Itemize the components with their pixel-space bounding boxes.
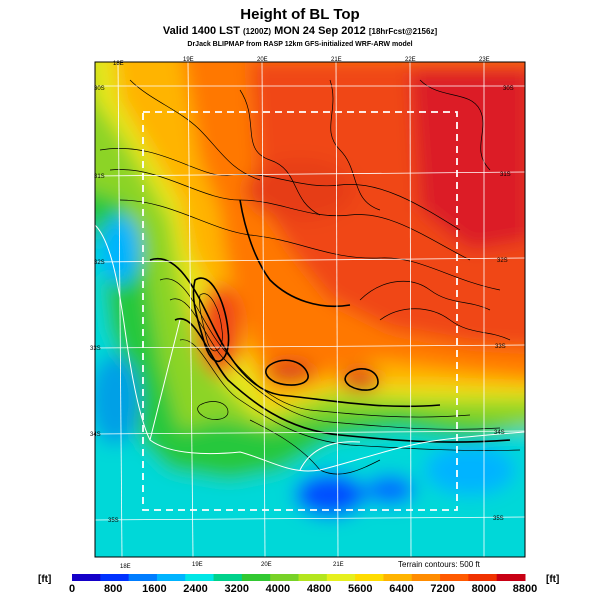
coastline-borders: [95, 224, 525, 472]
lat-labels-left: 30S 31S 32S 33S 34S 35S: [90, 86, 119, 524]
colorbar-label: 6400: [389, 583, 413, 595]
lat-label: 31S: [94, 174, 105, 180]
map-subtitle: Valid 1400 LST (1200Z) MON 24 Sep 2012 […: [0, 25, 600, 37]
model-credit: DrJack BLIPMAP from RASP 12km GFS-initia…: [187, 41, 413, 48]
colorbar-swatch: [326, 574, 356, 581]
lat-label: 30S: [94, 86, 105, 92]
lat-label: 32S: [497, 258, 508, 264]
colorbar: 0 800 1600 2400 3200 4000 4800 5600 6400 7200 8000…: [69, 574, 537, 595]
colorbar-swatch: [72, 574, 101, 581]
map-title: Height of BL Top: [240, 6, 360, 23]
colorbar-label: 8000: [472, 583, 496, 595]
terrain-contour-note: Terrain contours: 500 ft: [398, 560, 480, 569]
utc-time: (1200Z): [242, 27, 271, 36]
lon-label: 21E: [331, 57, 342, 63]
lon-label: 21E: [333, 562, 344, 568]
colorbar-swatch: [270, 574, 299, 581]
colorbar-label: 800: [104, 583, 122, 595]
valid-date: MON 24 Sep 2012: [274, 25, 366, 37]
lon-labels-bottom: 18E 19E 20E 21E: [120, 562, 344, 570]
lat-lon-grid: [95, 62, 525, 557]
colorbar-swatch: [213, 574, 243, 581]
lon-label: 20E: [261, 562, 272, 568]
valid-time: Valid 1400 LST: [162, 25, 240, 37]
colorbar-label: 0: [69, 583, 75, 595]
colorbar-swatch: [100, 574, 130, 581]
unit-right: [ft]: [546, 574, 560, 585]
lat-label: 35S: [493, 516, 504, 522]
bl-top-field: [95, 62, 525, 557]
lat-label: 33S: [495, 344, 506, 350]
colorbar-swatch: [496, 574, 526, 581]
colorbar-swatch: [128, 574, 158, 581]
forecast-info: [18hrFcst@2156z]: [368, 27, 438, 36]
lon-label: 23E: [479, 57, 490, 63]
lat-label: 34S: [494, 430, 505, 436]
colorbar-swatch: [468, 574, 498, 581]
colorbar-swatch: [440, 574, 469, 581]
lat-label: 32S: [94, 260, 105, 266]
unit-left: [ft]: [38, 574, 52, 585]
colorbar-swatch: [185, 574, 215, 581]
map-frame: [94, 61, 526, 558]
lon-label: 19E: [183, 57, 194, 63]
lon-label: 19E: [192, 562, 203, 568]
colorbar-label: 4000: [266, 583, 290, 595]
colorbar-swatch: [411, 574, 441, 581]
colorbar-label: 8800: [513, 583, 537, 595]
lat-label: 30S: [503, 86, 514, 92]
colorbar-swatch: [383, 574, 413, 581]
colorbar-swatch: [241, 574, 271, 581]
colorbar-label: 3200: [224, 583, 248, 595]
colorbar-label: 1600: [142, 583, 166, 595]
lat-labels-right: 30S 31S 32S 33S 34S 35S: [493, 86, 514, 522]
lon-label: 18E: [113, 61, 124, 67]
colorbar-label: 2400: [183, 583, 207, 595]
colorbar-swatch: [355, 574, 384, 581]
colorbar-label: 7200: [430, 583, 454, 595]
colorbar-swatch: [298, 574, 328, 581]
lon-label: 22E: [405, 57, 416, 63]
lat-label: 35S: [108, 518, 119, 524]
colorbar-label: 5600: [348, 583, 372, 595]
lon-label: 20E: [257, 57, 268, 63]
lon-label: 18E: [120, 564, 131, 570]
lat-label: 31S: [500, 172, 511, 178]
colorbar-swatch: [156, 574, 186, 581]
lon-labels-top: 18E 19E 20E 21E 22E 23E: [113, 57, 490, 67]
lat-label: 34S: [90, 432, 101, 438]
colorbar-label: 4800: [307, 583, 331, 595]
lat-label: 33S: [90, 346, 101, 352]
inner-domain-box: [142, 111, 458, 511]
